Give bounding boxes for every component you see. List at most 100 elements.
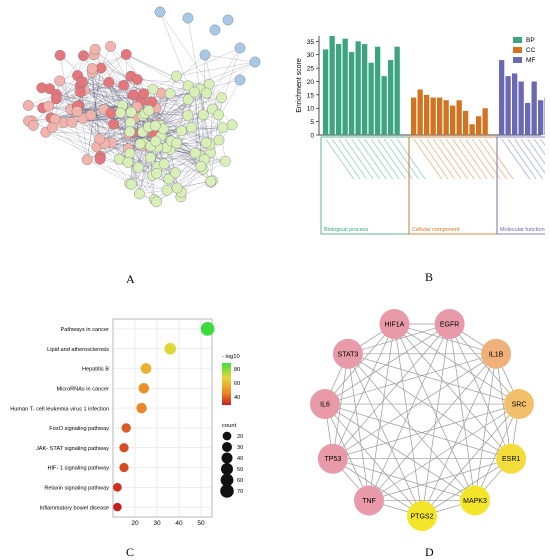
- bar-cc-9: [463, 110, 469, 135]
- size-legend-label: 50: [237, 467, 243, 473]
- ppi-edge: [150, 157, 226, 162]
- x-tick-label: 30: [153, 520, 161, 525]
- bubble-10: [113, 502, 122, 512]
- y-tick-label: 10: [307, 106, 315, 113]
- edge: [347, 353, 423, 517]
- edge: [332, 353, 349, 459]
- ppi-node: [134, 188, 145, 200]
- ppi-edge: [159, 92, 207, 125]
- edge: [368, 403, 520, 501]
- term-label-placeholder: [325, 138, 355, 180]
- bar-cc-4: [430, 97, 436, 135]
- ppi-network-graph: [22, 6, 261, 208]
- ppi-node: [209, 24, 221, 36]
- term-label-placeholder: [478, 138, 508, 180]
- ppi-node: [182, 110, 194, 121]
- ppi-node: [46, 122, 58, 133]
- node-tnf: [354, 485, 385, 516]
- bar-cc-2: [417, 89, 423, 135]
- edge: [324, 353, 497, 405]
- bar-mf-6: [531, 81, 537, 135]
- ppi-node: [43, 100, 55, 112]
- bar-bp-5: [349, 52, 355, 135]
- node-src: [504, 389, 535, 420]
- size-legend-label: 70: [237, 489, 243, 495]
- color-legend-tick: 80: [234, 367, 240, 373]
- kegg-bubble-chart-svg: 20 30 40 50 Pathways in cancer Lipid and athe…: [10, 318, 243, 527]
- group-box-mf: [496, 136, 550, 235]
- ppi-node: [170, 167, 181, 179]
- ppi-edge: [99, 158, 130, 184]
- ppi-node: [125, 106, 137, 118]
- ppi-node: [132, 162, 144, 173]
- bar-mf-5: [525, 102, 531, 135]
- legend-swatch-cc: [513, 47, 522, 53]
- node-label: ESR1: [502, 456, 520, 463]
- ppi-edge: [136, 106, 155, 200]
- group-label-bp: Biological process: [324, 227, 369, 233]
- pathway-label: JAK- STAT signaling pathway: [36, 446, 109, 452]
- edge: [449, 323, 476, 501]
- edge: [474, 403, 520, 501]
- ppi-node: [195, 160, 207, 172]
- go-enrichment-chart: 0 5 10 15 20 25 30 35 Enrichment score Biological…: [283, 30, 550, 245]
- y-tick-label: 5: [310, 119, 314, 126]
- term-label-placeholder: [484, 138, 514, 180]
- ppi-node: [249, 56, 261, 68]
- term-label-placeholder: [426, 138, 456, 180]
- edge: [368, 323, 450, 501]
- bar-bp-10: [381, 76, 387, 135]
- bar-mf-4: [518, 81, 524, 135]
- node-ptgs2: [407, 501, 437, 531]
- edge: [394, 323, 423, 517]
- ppi-node: [127, 89, 139, 101]
- ppi-node: [158, 158, 170, 170]
- edge: [394, 323, 476, 501]
- bar-cc-12: [482, 108, 488, 135]
- legend-swatch-bp: [513, 37, 522, 43]
- bubble-5: [136, 402, 147, 414]
- ppi-edge: [83, 55, 153, 90]
- bar-bp-1: [323, 49, 329, 135]
- ppi-edge: [110, 46, 134, 96]
- ppi-node: [154, 6, 166, 18]
- node-label: MAPK3: [463, 498, 487, 505]
- node-hif1a: [379, 308, 410, 339]
- edge: [347, 353, 512, 460]
- ppi-node: [199, 49, 211, 61]
- bar-cc-1: [411, 97, 417, 135]
- ppi-edge: [176, 142, 207, 189]
- edge: [324, 403, 370, 501]
- bar-cc-3: [424, 94, 430, 135]
- node-label: TNF: [362, 498, 376, 505]
- ppi-edge: [78, 105, 131, 132]
- y-tick-label: 20: [307, 79, 315, 86]
- panel-label-c: C: [126, 545, 135, 559]
- edge: [332, 458, 476, 501]
- node-label: IL1B: [489, 351, 504, 358]
- x-tick-label: 20: [131, 520, 139, 525]
- term-label-placeholder: [501, 138, 531, 180]
- ppi-edge: [95, 49, 124, 86]
- ppi-edge: [91, 72, 97, 147]
- ppi-node: [189, 147, 201, 159]
- node-il6: [309, 389, 340, 420]
- hub-gene-network-graph: HIF1A EGFR IL1B SRC ESR1 MAPK3 PTGS2 TNF TP53 IL6…: [309, 308, 535, 531]
- term-label-placeholder: [370, 138, 400, 180]
- size-legend-dot: [222, 442, 232, 452]
- ppi-node: [22, 100, 34, 111]
- bar-cc-10: [469, 124, 475, 135]
- bar-mf-3: [512, 73, 518, 135]
- size-legend-dot: [220, 473, 234, 487]
- color-legend-tick: 60: [234, 381, 240, 387]
- ppi-node: [124, 126, 136, 138]
- ppi-node: [182, 12, 194, 24]
- ppi-node: [27, 119, 39, 131]
- ppi-edge: [204, 54, 256, 63]
- legend-swatch-mf: [513, 57, 522, 63]
- ppi-node: [131, 74, 143, 85]
- ppi-node: [94, 153, 106, 165]
- edge: [368, 353, 497, 501]
- edge: [324, 403, 512, 460]
- edge: [421, 353, 497, 517]
